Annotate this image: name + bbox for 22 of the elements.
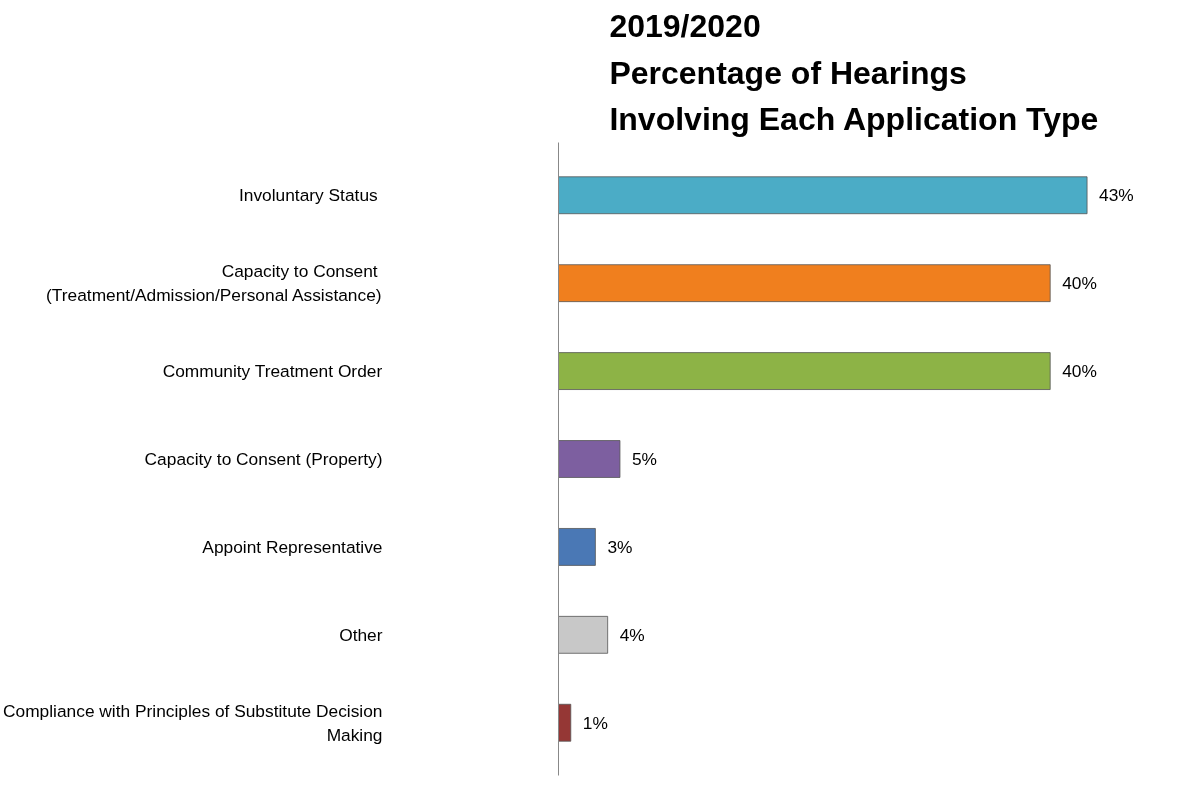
bar xyxy=(558,703,572,742)
bar xyxy=(558,176,1088,215)
y-tick-label: Capacity to Consent (Property) xyxy=(144,449,383,469)
data-label: 3% xyxy=(607,536,633,557)
y-tick-label: Community Treatment Order xyxy=(162,361,383,382)
data-label: 40% xyxy=(1062,361,1097,382)
data-label: 4% xyxy=(619,624,645,645)
y-tick-label: Involuntary Status xyxy=(238,185,379,206)
data-label: 1% xyxy=(582,712,608,733)
y-tick-label: Other xyxy=(339,624,383,645)
data-label: 43% xyxy=(1099,185,1134,206)
bar xyxy=(558,615,609,654)
bar xyxy=(558,352,1051,390)
bar xyxy=(558,440,621,478)
bar xyxy=(558,264,1051,303)
data-label: 40% xyxy=(1062,273,1097,294)
data-label: 5% xyxy=(631,449,658,469)
bar xyxy=(558,528,596,566)
chart-title: 2019/2020 Percentage of Hearings Involving Each Application Type xyxy=(609,7,1099,138)
y-tick-label: Capacity to Consent (Treatment/Admission/Personal Assistance) xyxy=(46,261,382,306)
y-tick-label: Compliance with Principles of Substitute Decision Making xyxy=(3,700,383,745)
y-tick-label: Appoint Representative xyxy=(202,536,383,557)
